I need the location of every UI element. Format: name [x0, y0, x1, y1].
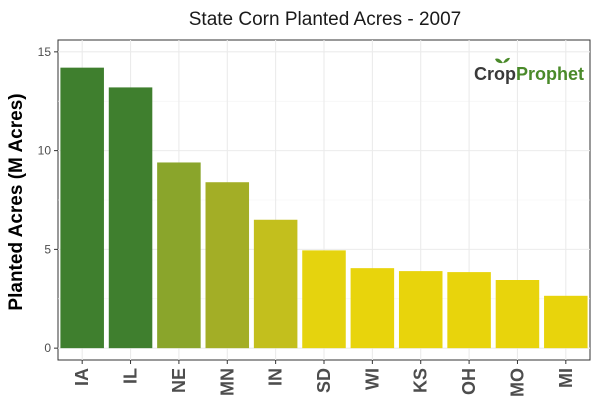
y-tick-label: 0: [44, 341, 51, 355]
bar-mo: [495, 280, 540, 349]
svg-text:CropProphet: CropProphet: [474, 64, 584, 84]
x-tick-label-ia: IA: [72, 368, 92, 386]
x-tick-label-wi: WI: [362, 368, 382, 390]
y-tick-label: 10: [38, 144, 52, 158]
bar-oh: [447, 272, 491, 349]
y-axis: 0 5 10 15: [38, 45, 58, 355]
y-axis-label: Planted Acres (M Acres): [6, 93, 27, 310]
bar-ia: [60, 67, 104, 349]
bar-ne: [157, 162, 201, 349]
y-tick-label: 15: [38, 45, 52, 59]
logo-part-crop: Crop: [474, 64, 516, 84]
plot-area: CropProphet: [57, 39, 591, 361]
bar-wi: [350, 268, 395, 349]
bar-in: [253, 219, 298, 349]
bar-il: [108, 87, 153, 349]
x-tick-label-il: IL: [121, 368, 141, 384]
chart-title: State Corn Planted Acres - 2007: [189, 9, 462, 30]
x-tick-label-oh: OH: [459, 368, 479, 395]
bars: [60, 67, 588, 349]
y-tick-label: 5: [44, 242, 51, 256]
x-tick-label-mn: MN: [217, 368, 237, 396]
x-axis: IA IL NE MN IN SD WI KS OH MO MI: [72, 360, 576, 397]
x-tick-label-ne: NE: [169, 368, 189, 393]
x-tick-label-in: IN: [266, 368, 286, 386]
x-tick-label-sd: SD: [314, 368, 334, 393]
sprout-icon: [495, 57, 510, 64]
cropprophet-logo: CropProphet: [474, 57, 584, 84]
x-tick-label-mo: MO: [507, 368, 527, 397]
bar-sd: [302, 250, 346, 349]
bar-ks: [398, 271, 443, 349]
bar-mn: [205, 182, 250, 349]
logo-part-prophet: Prophet: [516, 64, 584, 84]
bar-mi: [544, 295, 588, 349]
x-tick-label-mi: MI: [556, 368, 576, 388]
x-tick-label-ks: KS: [411, 368, 431, 393]
